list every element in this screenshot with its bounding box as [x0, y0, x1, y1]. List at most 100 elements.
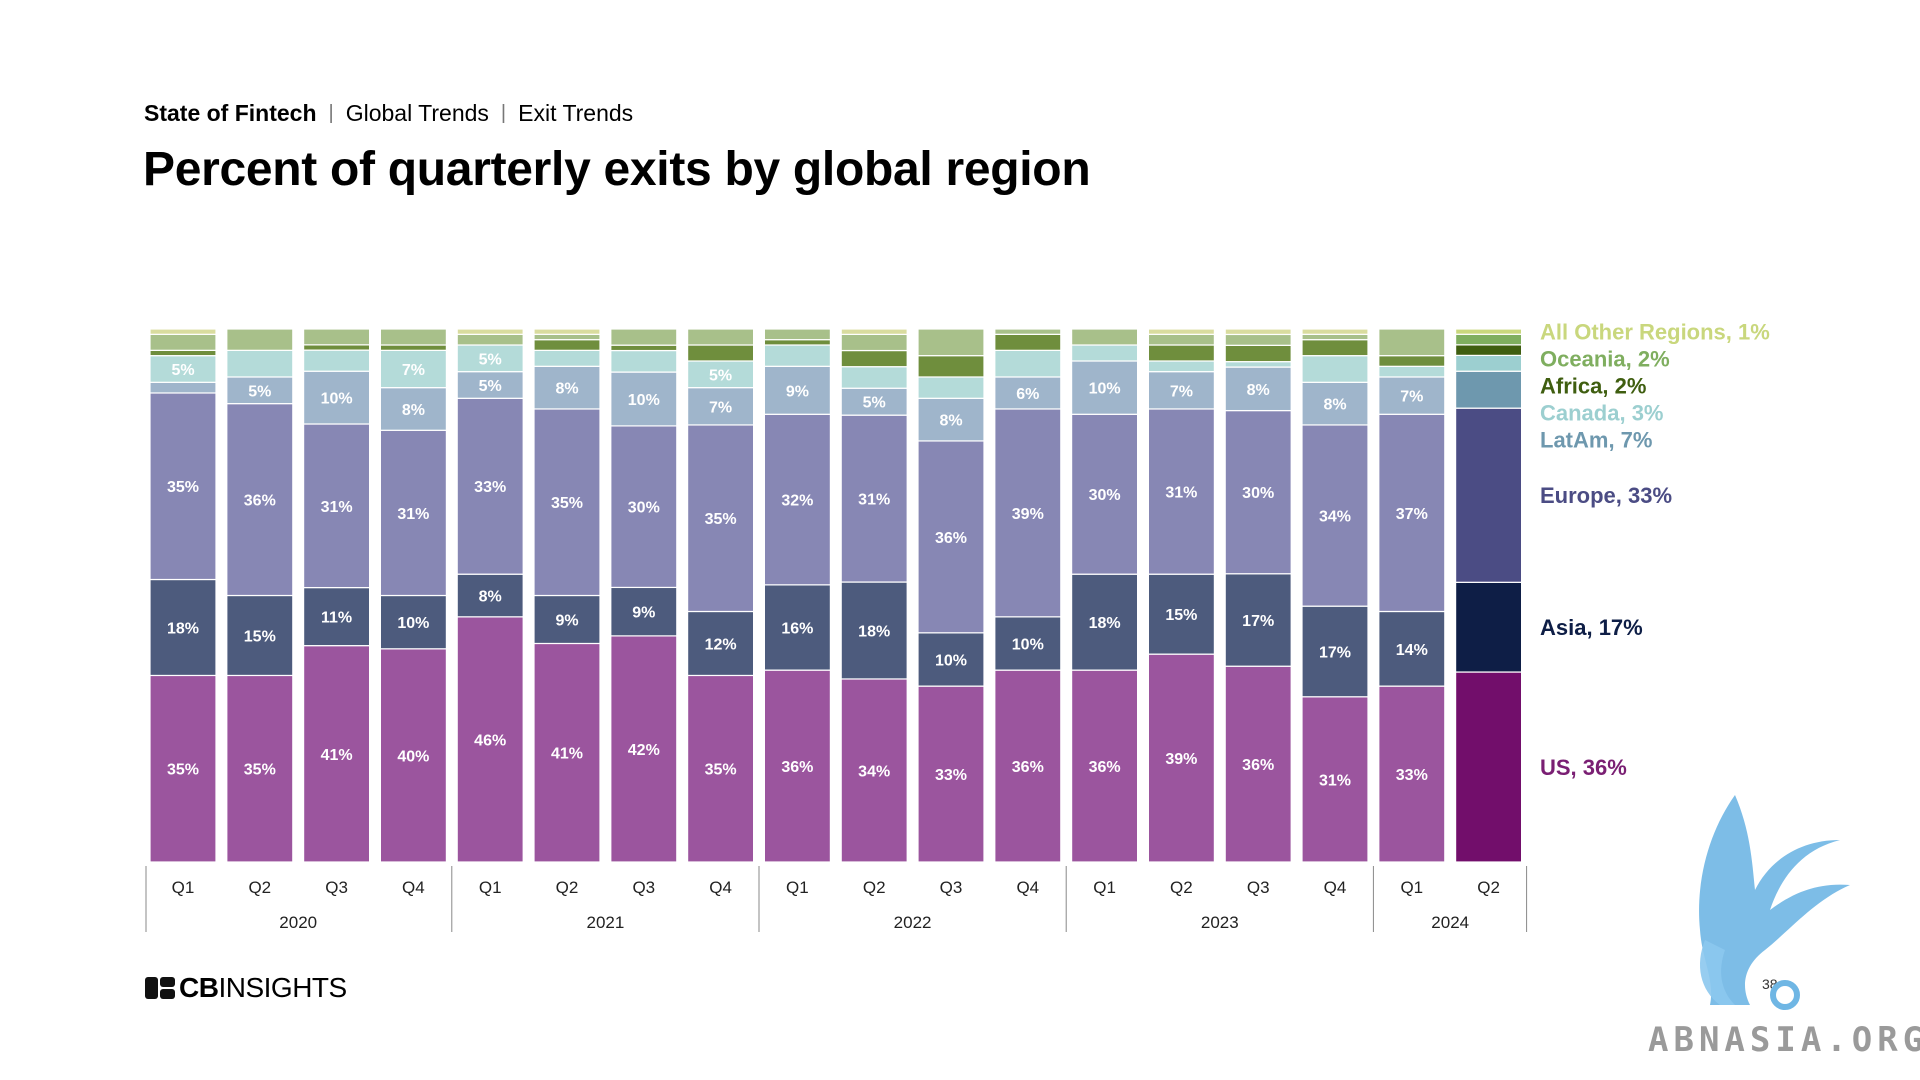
bar-segment-us — [840, 678, 908, 863]
data-label: 46% — [474, 732, 506, 749]
bar-segment-all-other-regions — [1224, 328, 1292, 336]
bar-segment-canada — [226, 349, 294, 378]
legend-item-europe: Europe, 33% — [1540, 483, 1672, 508]
x-tick-label: Q4 — [709, 878, 732, 897]
bar-segment-asia — [1147, 573, 1216, 655]
data-label: 6% — [1016, 386, 1039, 403]
bar-segment-europe — [533, 408, 601, 597]
data-label: 5% — [171, 362, 194, 379]
data-label: 35% — [244, 762, 276, 779]
bar-segment-africa — [994, 333, 1062, 351]
data-label: 11% — [321, 610, 352, 627]
bar-segment-all-other-regions — [1301, 328, 1369, 335]
data-label: 31% — [858, 492, 890, 509]
data-label: 37% — [1396, 506, 1428, 523]
bar-segment-europe — [917, 440, 985, 634]
x-group-label: 2022 — [894, 913, 932, 932]
x-tick-label: Q2 — [1477, 878, 1500, 897]
bar-segment-canada — [1147, 360, 1216, 373]
bar-segment-asia — [917, 632, 985, 687]
bar-segment-oceania — [1301, 333, 1369, 341]
data-label: 9% — [632, 605, 655, 622]
legend-item-latam: LatAm, 7% — [1540, 428, 1652, 453]
x-group-label: 2020 — [279, 913, 317, 932]
bar-segment-africa — [1224, 344, 1292, 363]
bar-segment-europe — [1301, 424, 1369, 607]
legend-item-africa: Africa, 2% — [1540, 374, 1646, 399]
x-tick-label: Q1 — [172, 878, 195, 897]
bar-segment-africa — [917, 355, 985, 378]
data-label: 30% — [1089, 487, 1121, 504]
data-label: 15% — [244, 628, 276, 645]
data-label: 8% — [939, 413, 962, 430]
bar-segment-africa — [1378, 355, 1446, 367]
x-tick-label: Q1 — [1093, 878, 1116, 897]
bar-segment-us — [763, 669, 832, 863]
bar-segment-latam — [1224, 366, 1292, 412]
bar-segment-asia — [1301, 605, 1369, 698]
data-label: 8% — [1247, 382, 1270, 399]
data-label: 36% — [935, 530, 967, 547]
data-label: 5% — [709, 367, 732, 384]
bar-segment-latam — [379, 387, 447, 431]
data-label: 9% — [786, 383, 809, 400]
data-label: 5% — [479, 378, 502, 395]
data-label: 32% — [781, 493, 813, 510]
bar-segment-asia — [456, 573, 524, 618]
x-tick-label: Q2 — [863, 878, 886, 897]
data-label: 5% — [863, 395, 886, 412]
data-label: 31% — [397, 506, 429, 523]
x-tick-label: Q4 — [402, 878, 425, 897]
bar-segment-all-other-regions — [840, 328, 908, 335]
bar-segment-canada — [1070, 344, 1139, 362]
bar-segment-latam — [763, 365, 832, 415]
data-label: 41% — [551, 746, 583, 763]
bar-segment-africa — [610, 344, 678, 352]
bar-segment-us — [1070, 669, 1139, 863]
bar-segment-oceania — [303, 328, 371, 346]
data-label: 35% — [705, 762, 737, 779]
bar-segment-latam — [149, 381, 217, 394]
bar-segment-all-other-regions — [149, 328, 217, 335]
data-label: 31% — [321, 499, 353, 516]
bar-segment-africa — [1454, 344, 1523, 356]
bar-segment-us — [1454, 671, 1523, 863]
data-label: 39% — [1012, 506, 1044, 523]
data-label: 33% — [474, 479, 506, 496]
bar-segment-oceania — [149, 333, 217, 351]
bar-segment-canada — [994, 349, 1062, 378]
bar-segment-africa — [379, 344, 447, 351]
bar-segment-europe — [303, 423, 371, 589]
data-label: 31% — [1319, 772, 1351, 789]
data-label: 7% — [1400, 389, 1423, 406]
bar-segment-canada — [379, 349, 447, 389]
legend-item-us: US, 36% — [1540, 755, 1627, 780]
x-group-label: 2024 — [1431, 913, 1469, 932]
data-label: 14% — [1396, 642, 1428, 659]
data-label: 30% — [1242, 485, 1274, 502]
x-group-label: 2021 — [586, 913, 624, 932]
logo-mark-icon — [145, 977, 175, 999]
bar-segment-canada — [533, 349, 601, 367]
bar-segment-africa — [763, 339, 832, 346]
bar-segment-us — [1301, 696, 1369, 863]
bar-segment-oceania — [533, 333, 601, 341]
data-label: 10% — [321, 391, 353, 408]
bar-segment-latam — [840, 387, 908, 416]
breadcrumb-section: State of Fintech — [144, 100, 317, 126]
bar-segment-canada — [840, 366, 908, 389]
data-label: 12% — [705, 636, 737, 653]
data-label: 9% — [555, 612, 578, 629]
bar-segment-canada — [456, 344, 524, 373]
bar-segment-africa — [533, 339, 601, 351]
bar-segment-europe — [226, 403, 294, 597]
bar-segment-asia — [1070, 573, 1139, 671]
data-label: 36% — [244, 493, 276, 510]
x-tick-label: Q1 — [1400, 878, 1423, 897]
bar-segment-oceania — [917, 328, 985, 357]
logo-insights-text: INSIGHTS — [218, 972, 347, 1003]
bar-segment-asia — [149, 578, 217, 677]
x-tick-label: Q3 — [325, 878, 348, 897]
breadcrumb-page: Exit Trends — [518, 100, 634, 126]
data-label: 18% — [858, 623, 890, 640]
